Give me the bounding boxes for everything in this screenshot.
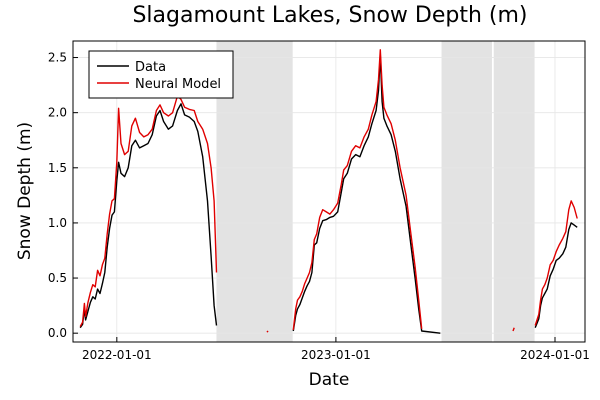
axis-ticks: 2022-01-01 2023-01-01 2024-01-01 0.0 0.5 1.0 1… xyxy=(48,51,590,362)
y-tick-label-1: 0.5 xyxy=(48,271,67,285)
x-tick-label-1: 2023-01-01 xyxy=(301,348,371,362)
y-axis-label: Snow Depth (m) xyxy=(15,122,35,260)
y-tick-label-4: 2.0 xyxy=(48,106,67,120)
series-line-data-2 xyxy=(534,222,578,328)
legend-label-neural-model: Neural Model xyxy=(135,77,221,92)
series-line-neural-model-3 xyxy=(512,327,515,332)
plot-frame xyxy=(72,40,586,343)
legend-box xyxy=(88,50,234,99)
series-lines xyxy=(79,49,578,334)
legend-label-data: Data xyxy=(135,60,166,75)
chart-title: Slagamount Lakes, Snow Depth (m) xyxy=(132,3,527,28)
shaded-regions xyxy=(216,41,535,342)
series-line-data-0 xyxy=(79,103,218,329)
x-tick-label-2: 2024-01-01 xyxy=(520,348,590,362)
shaded-region-1 xyxy=(441,41,492,342)
series-line-data-1 xyxy=(292,54,441,334)
series-line-neural-model-0 xyxy=(79,95,218,327)
series-line-neural-model-4 xyxy=(534,200,578,326)
x-axis-label: Date xyxy=(309,370,350,390)
series-line-neural-model-2 xyxy=(266,330,269,333)
y-tick-label-3: 1.5 xyxy=(48,161,67,175)
y-tick-label-2: 1.0 xyxy=(48,216,67,230)
y-tick-label-0: 0.0 xyxy=(48,326,67,340)
x-tick-label-0: 2022-01-01 xyxy=(82,348,152,362)
shaded-region-2 xyxy=(493,41,535,342)
series-line-neural-model-1 xyxy=(292,49,423,330)
y-tick-label-5: 2.5 xyxy=(48,51,67,65)
legend: Data Neural Model xyxy=(88,50,234,99)
